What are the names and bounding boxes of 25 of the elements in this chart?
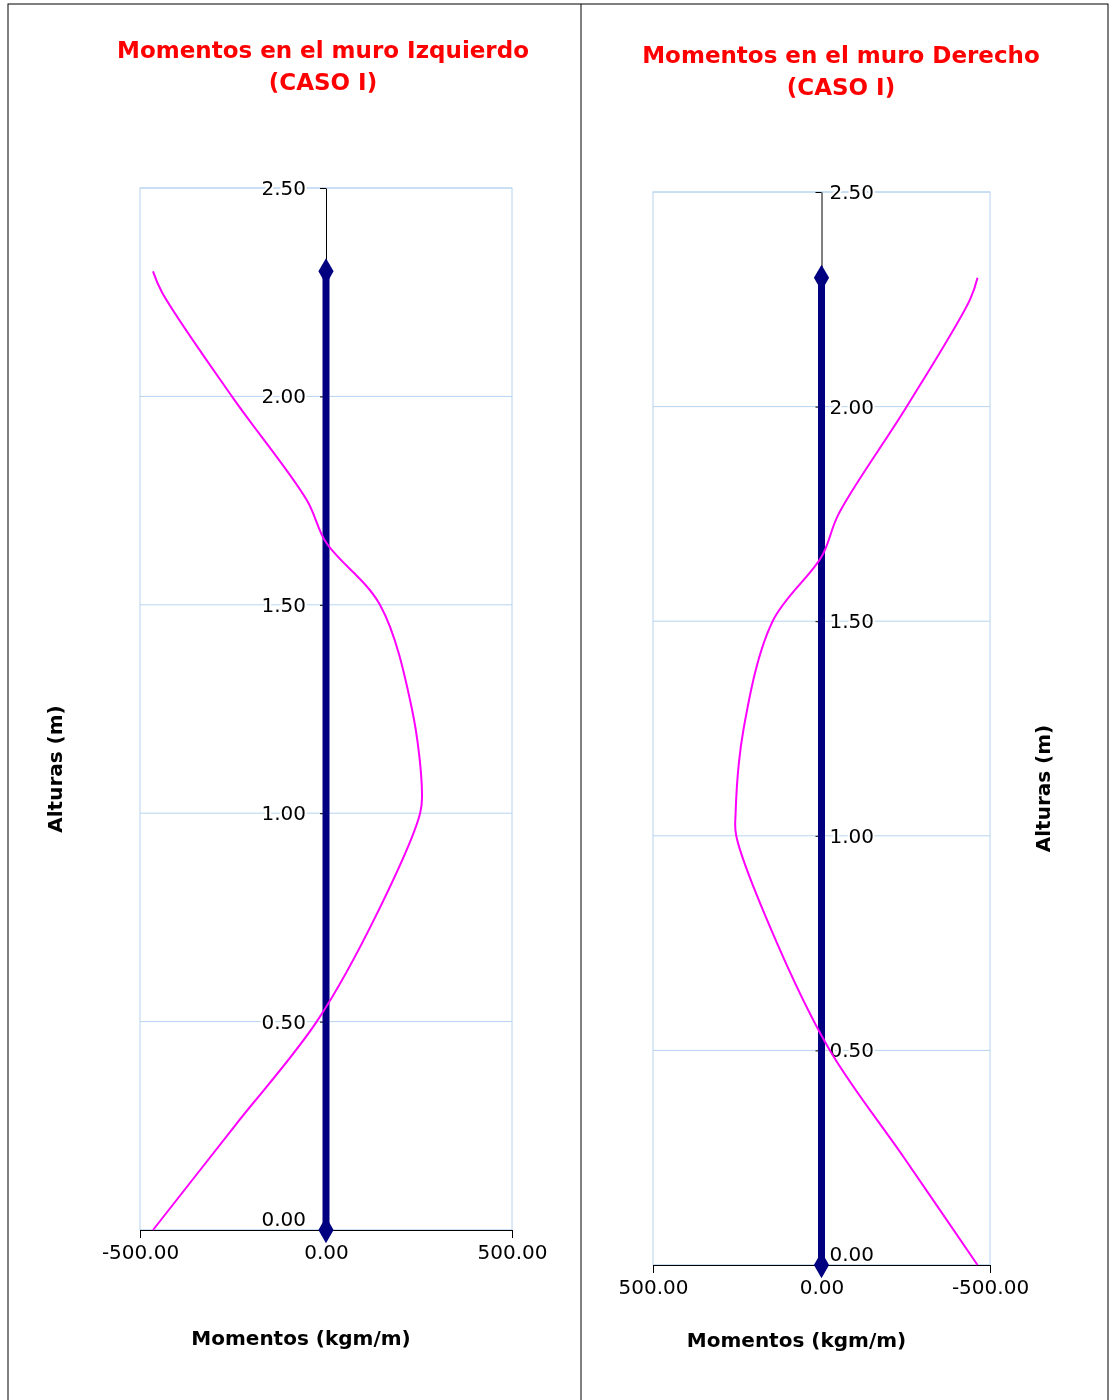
x-tick-label: -500.00: [951, 1275, 1030, 1299]
y-tick-label: 0.50: [261, 1009, 306, 1034]
x-tick-label: 500.00: [618, 1275, 689, 1299]
y-axis-title: Alturas (m): [43, 705, 67, 833]
x-tick-label: 0.00: [304, 1240, 349, 1264]
y-tick-label: 1.50: [261, 592, 306, 617]
y-tick-label: 1.00: [261, 801, 306, 826]
y-tick-label: 1.50: [829, 609, 875, 634]
line-series: [152, 270, 423, 1231]
line-series: [734, 276, 979, 1266]
x-axis-title: Momentos (kgm/m): [686, 1328, 907, 1352]
chart-title: Momentos en el muro Derecho (CASO I): [642, 42, 1040, 100]
y-tick-label: 2.00: [829, 394, 875, 419]
y-tick-label: 0.00: [261, 1207, 306, 1231]
y-tick-label: 2.50: [829, 180, 875, 204]
x-tick-label: 500.00: [477, 1240, 548, 1264]
y-axis-title: Alturas (m): [1031, 724, 1055, 853]
y-tick-label: 2.00: [261, 384, 306, 409]
y-tick-label: 1.00: [829, 823, 875, 848]
x-tick-label: 0.00: [799, 1275, 845, 1299]
x-tick-label: -500.00: [101, 1240, 180, 1264]
x-axis-title: Momentos (kgm/m): [191, 1326, 411, 1350]
y-tick-label: 2.50: [261, 176, 306, 200]
y-tick-label: 0.50: [829, 1038, 875, 1063]
chart-title: Momentos en el muro Izquierdo (CASO I): [117, 37, 529, 95]
